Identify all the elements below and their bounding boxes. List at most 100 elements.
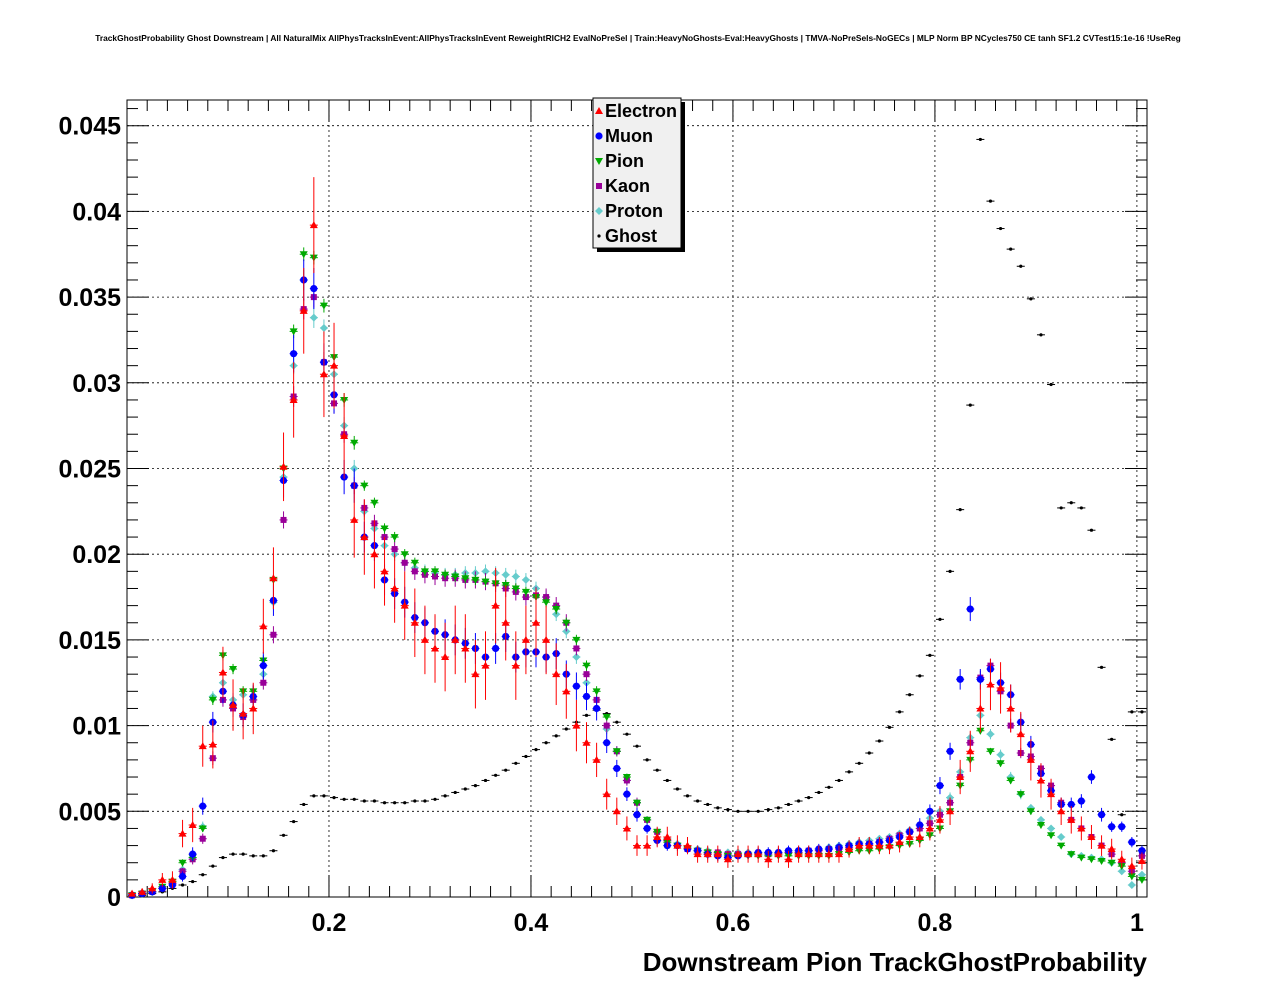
data-point [299,306,308,314]
data-point [309,221,318,229]
data-point [978,137,982,142]
data-point [612,748,621,756]
data-point [199,835,206,842]
data-point [814,850,823,858]
data-point [260,679,267,686]
data-point [1087,856,1096,864]
data-point [865,841,874,849]
data-point [1128,838,1136,846]
data-point [582,738,591,746]
legend-label-kaon: Kaon [605,176,650,196]
data-point [613,764,621,773]
data-point [290,350,298,358]
data-point [958,508,962,512]
data-point [916,821,924,829]
data-point [451,635,460,643]
data-point [441,571,450,579]
y-tick-label: 0 [107,884,121,912]
data-point [1069,501,1073,505]
data-point [292,819,296,824]
data-point [713,850,722,858]
x-axis-title: Downstream Pion TrackGhostProbability [643,947,1148,977]
data-point [494,773,498,777]
data-point [1059,506,1063,510]
legend-label-ghost: Ghost [605,226,657,246]
data-point [420,568,429,576]
data-point [481,578,490,586]
data-point [514,761,518,765]
data-point [229,701,238,709]
legend-marker-kaon [596,183,602,189]
legend-label-proton: Proton [605,201,663,221]
data-point [544,741,548,745]
data-point [521,575,530,584]
data-point [340,431,349,439]
data-point [481,567,490,576]
data-point [380,567,389,575]
data-point [281,833,286,837]
data-point [259,622,268,630]
data-point [817,790,821,795]
data-point [218,668,227,676]
data-point [1110,737,1114,741]
data-point [1089,528,1094,532]
legend-box [592,97,682,249]
legend: Electron Muon Pion Kaon Proton Ghost [592,97,685,252]
y-tick-label: 0.02 [72,541,121,569]
data-point [1137,876,1146,884]
data-point [998,226,1003,231]
data-point [312,794,316,798]
data-point [251,854,255,858]
x-tick-label: 0.6 [716,909,751,937]
data-point [716,806,720,810]
data-point [905,833,914,841]
data-series [128,137,1146,900]
data-point [703,850,712,858]
legend-marker-ghost [597,234,601,238]
data-point [1026,755,1035,763]
data-point [554,734,558,738]
data-point [178,829,187,837]
series-pion [128,247,1146,900]
data-point [1117,867,1126,876]
data-point [867,751,871,755]
data-point [683,841,692,849]
data-point [784,855,793,863]
data-point [592,688,601,696]
data-point [1097,841,1106,849]
data-point [198,825,207,833]
data-point [592,755,601,763]
data-point [420,635,429,643]
data-point [461,575,470,583]
data-point [643,816,652,824]
data-point [198,742,207,750]
y-tick-label: 0.045 [58,113,121,141]
data-point [562,619,571,627]
data-point [1036,815,1045,824]
data-point [511,661,520,669]
data-point [1108,823,1116,831]
data-point [1137,870,1146,879]
data-point [511,572,520,581]
data-point [483,778,488,783]
data-point [726,807,730,812]
data-point [492,644,500,653]
data-point [1029,297,1033,301]
data-point [635,744,639,748]
data-point [633,799,641,807]
data-point [562,687,571,695]
data-point [665,778,669,783]
data-point [996,683,1005,691]
data-point [239,709,248,717]
data-point [393,801,397,805]
data-point [1057,833,1066,842]
data-point [413,799,417,803]
data-point [582,662,591,670]
data-point [1107,845,1116,853]
data-point [622,774,631,782]
legend-label-pion: Pion [605,151,644,171]
data-point [948,569,952,573]
data-point [754,850,763,858]
data-point [189,850,197,858]
